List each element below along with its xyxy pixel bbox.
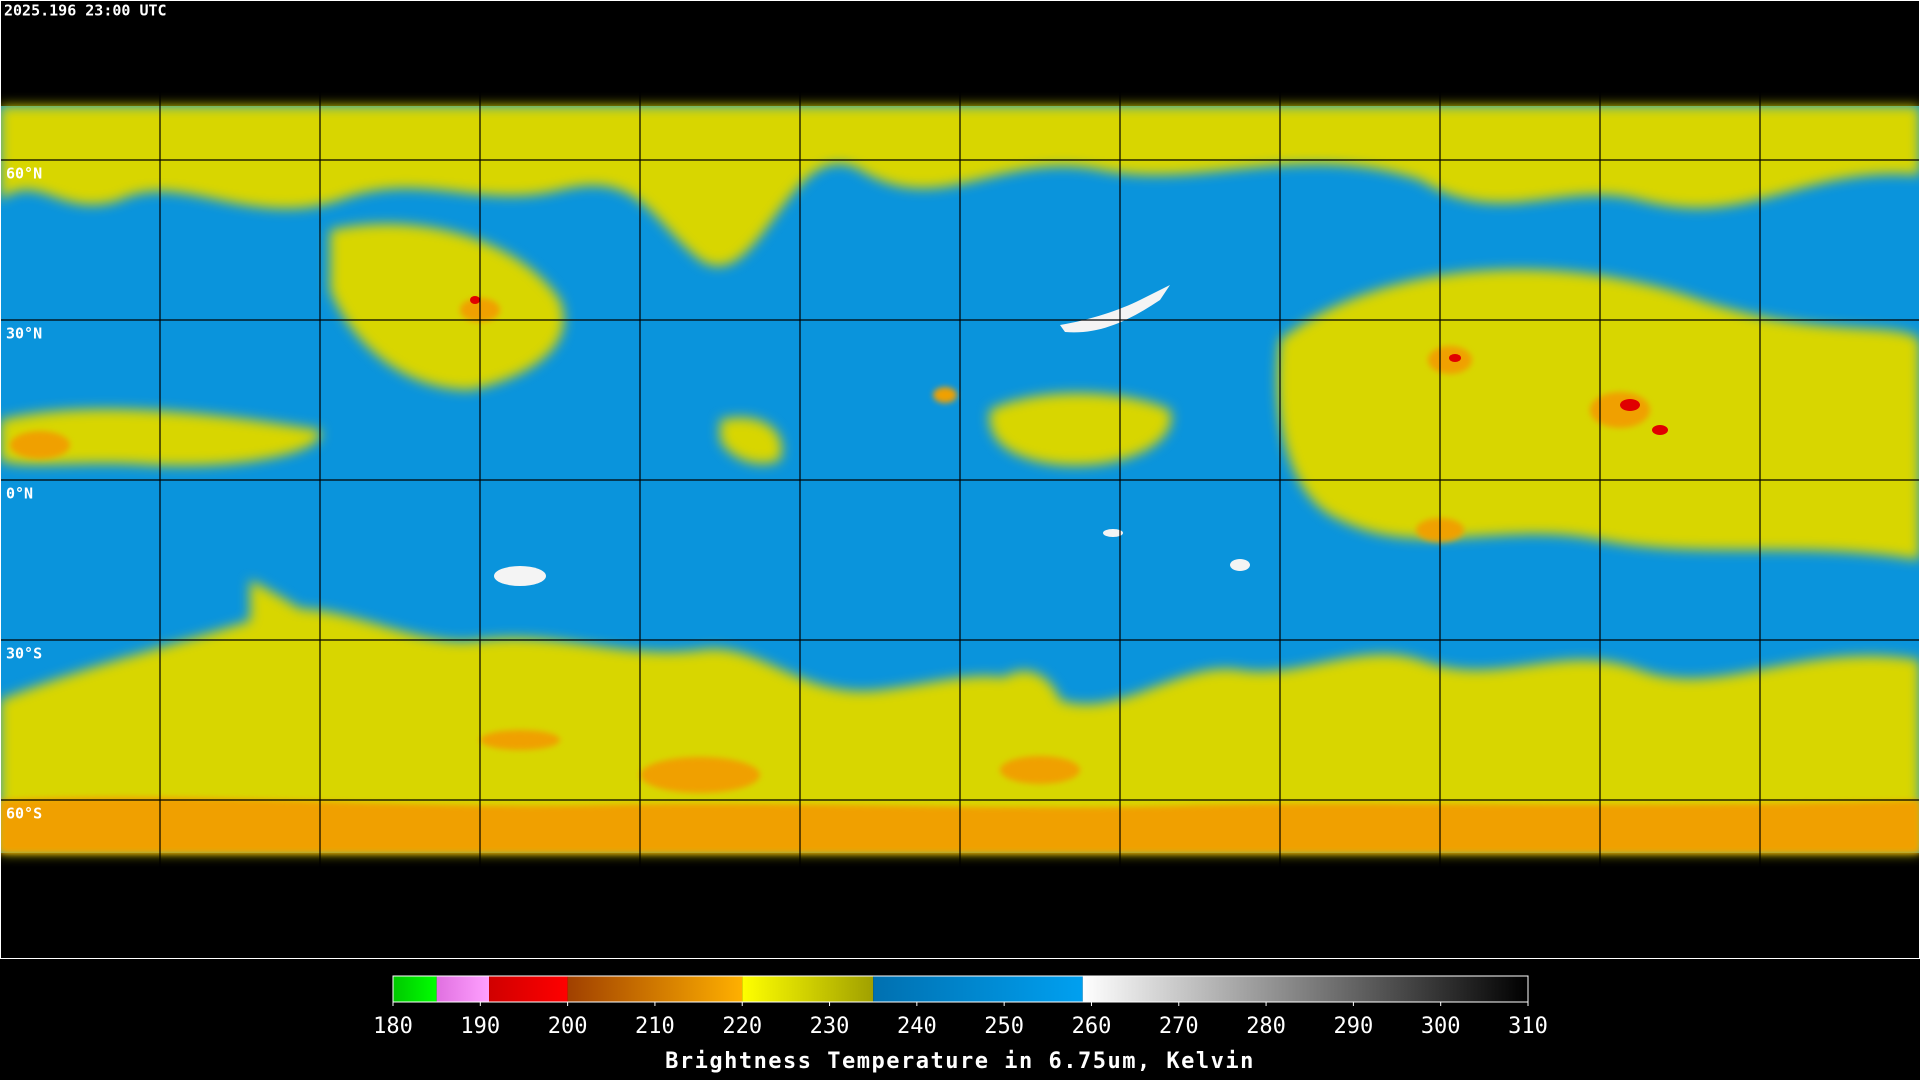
colorbar-tick-label: 240 [897,1014,937,1039]
latitude-label: 60°S [6,805,42,823]
colorbar-tick-label: 250 [984,1014,1024,1039]
latitude-label: 60°N [6,165,42,183]
colorbar-segment [1082,976,1528,1002]
colorbar-tick-label: 210 [635,1014,675,1039]
colorbar-segment [393,976,437,1002]
colorbar-tick-label: 270 [1159,1014,1199,1039]
colorbar-tick-label: 200 [548,1014,588,1039]
colorbar-frame [392,975,1529,1003]
latitude-label: 30°N [6,325,42,343]
colorbar-segment [489,976,568,1002]
colorbar-title: Brightness Temperature in 6.75um, Kelvin [665,1049,1255,1074]
timestamp: 2025.196 23:00 UTC [4,2,167,20]
colorbar-tick-label: 280 [1246,1014,1286,1039]
colorbar-tick-label: 290 [1334,1014,1374,1039]
colorbar: 180 190 200 210 220 230 240 250 260 270 280 290 300 3… [373,975,1548,1039]
latitude-label: 0°N [6,485,33,503]
colorbar-tick-label: 260 [1072,1014,1112,1039]
colorbar-tick-label: 190 [460,1014,500,1039]
graticule [0,159,1920,801]
colorbar-tick-label: 300 [1421,1014,1461,1039]
colorbar-tick-label: 230 [810,1014,850,1039]
colorbar-segment [436,976,490,1002]
colorbar-segment [873,976,1083,1002]
colorbar-segment [742,976,874,1002]
colorbar-segment [567,976,743,1002]
colorbar-tick-label: 310 [1508,1014,1548,1039]
latitude-label: 30°S [6,645,42,663]
colorbar-tick-label: 220 [722,1014,762,1039]
colorbar-tick-label: 180 [373,1014,413,1039]
